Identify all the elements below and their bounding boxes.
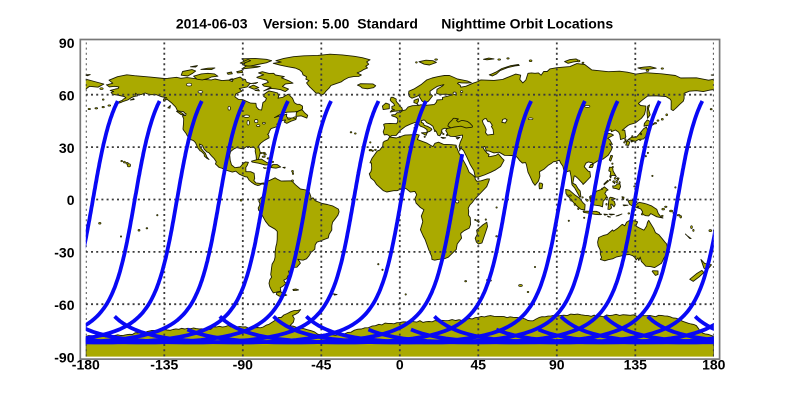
svg-text:-135: -135	[150, 357, 178, 373]
svg-text:60: 60	[59, 87, 75, 103]
svg-text:-90: -90	[233, 357, 253, 373]
svg-text:30: 30	[59, 140, 75, 156]
svg-text:135: 135	[624, 357, 648, 373]
svg-text:-90: -90	[54, 349, 74, 365]
svg-text:-180: -180	[72, 357, 100, 373]
svg-text:0: 0	[396, 357, 404, 373]
svg-text:90: 90	[59, 35, 75, 51]
svg-text:2014-06-03 Version: 5.00 S: 2014-06-03 Version: 5.00 Standard Nightt…	[176, 16, 613, 32]
svg-text:0: 0	[67, 192, 75, 208]
svg-text:90: 90	[549, 357, 565, 373]
svg-text:-45: -45	[311, 357, 331, 373]
svg-text:180: 180	[702, 357, 726, 373]
svg-text:-60: -60	[54, 297, 74, 313]
svg-text:45: 45	[471, 357, 487, 373]
svg-text:-30: -30	[54, 245, 74, 261]
